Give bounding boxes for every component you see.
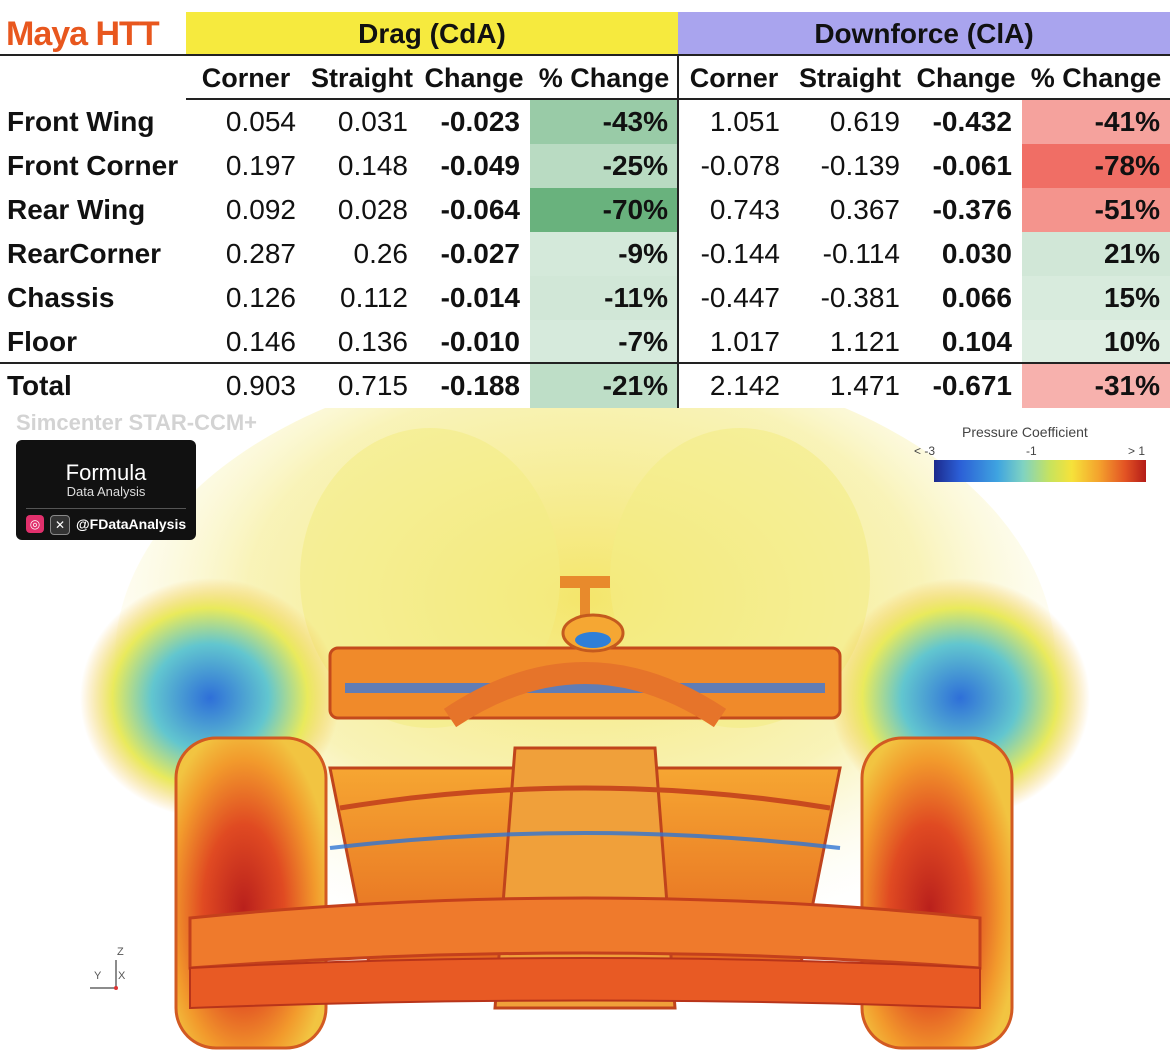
- row-label: Front Corner: [7, 150, 179, 181]
- col-drag-pct: % Change: [538, 62, 670, 93]
- drag-straight-cell: 0.715: [337, 370, 408, 401]
- downforce-pct-change-cell: -41%: [1022, 100, 1170, 144]
- legend-max: > 1: [1128, 444, 1146, 458]
- logo-subtitle: Data Analysis: [66, 484, 146, 499]
- downforce-change-cell: -0.061: [932, 150, 1012, 181]
- halo: [443, 662, 727, 728]
- downforce-straight-cell: 0.619: [829, 106, 900, 137]
- downforce-change-cell: 0.066: [941, 282, 1012, 313]
- downforce-pct-change-cell: -51%: [1022, 188, 1170, 232]
- downforce-corner-cell: -0.078: [700, 150, 780, 181]
- downforce-straight-cell: -0.139: [820, 150, 900, 181]
- downforce-group-header: Downforce (ClA): [678, 12, 1170, 56]
- brand-logo: Formula Data Analysis ◎ ✕ @FDataAnalysis: [16, 440, 196, 540]
- drag-corner-cell: 0.287: [225, 238, 296, 269]
- drag-corner-cell: 0.126: [225, 282, 296, 313]
- col-down-pct: % Change: [1030, 62, 1162, 93]
- col-drag-straight: Straight: [310, 62, 413, 93]
- row-label: RearCorner: [7, 238, 162, 269]
- drag-change-cell: -0.027: [440, 238, 520, 269]
- downforce-corner-cell: 0.743: [709, 194, 780, 225]
- instagram-icon: ◎: [26, 515, 44, 533]
- drag-pct-change-cell: -11%: [530, 276, 678, 320]
- drag-change-cell: -0.010: [440, 326, 520, 357]
- cfd-pressure-image: Simcenter STAR-CCM+ Formula Data Analysi…: [0, 408, 1170, 1054]
- drag-corner-cell: 0.903: [225, 370, 296, 401]
- downforce-straight-cell: 1.471: [829, 370, 900, 401]
- drag-corner-cell: 0.092: [225, 194, 296, 225]
- logo-divider: [26, 508, 186, 509]
- drag-pct-change-cell: -70%: [530, 188, 678, 232]
- drag-change-cell: -0.049: [440, 150, 520, 181]
- drag-change-cell: -0.014: [440, 282, 520, 313]
- header-divider: [0, 54, 1170, 56]
- axis-x: X: [118, 970, 126, 982]
- downforce-straight-cell: -0.381: [820, 282, 900, 313]
- drag-corner-cell: 0.197: [225, 150, 296, 181]
- brand-title: Maya HTT: [6, 14, 160, 53]
- social-handle: @FDataAnalysis: [76, 516, 187, 532]
- legend-min: < -3: [914, 444, 936, 458]
- downforce-pct-change-cell: -78%: [1022, 144, 1170, 188]
- row-label: Chassis: [7, 282, 115, 313]
- drag-group-header: Drag (CdA): [186, 12, 678, 56]
- downforce-corner-cell: -0.144: [700, 238, 780, 269]
- downforce-change-cell: 0.030: [941, 238, 1012, 269]
- drag-pct-change-cell: -7%: [530, 320, 678, 364]
- downforce-corner-cell: -0.447: [700, 282, 780, 313]
- drag-straight-cell: 0.26: [353, 238, 409, 269]
- axis-z: Z: [117, 946, 124, 958]
- row-label: Floor: [7, 326, 77, 357]
- drag-straight-cell: 0.148: [337, 150, 408, 181]
- drag-pct-change-cell: -21%: [530, 364, 678, 408]
- pressure-colorbar: [934, 460, 1146, 482]
- drag-pct-change-cell: -43%: [530, 100, 678, 144]
- downforce-corner-cell: 1.017: [709, 326, 780, 357]
- drag-change-cell: -0.023: [440, 106, 520, 137]
- downforce-pct-change-cell: 15%: [1022, 276, 1170, 320]
- group-divider: [677, 56, 679, 408]
- legend-title: Pressure Coefficient: [962, 424, 1088, 440]
- downforce-pct-change-cell: -31%: [1022, 364, 1170, 408]
- row-label: Front Wing: [7, 106, 155, 137]
- drag-straight-cell: 0.136: [337, 326, 408, 357]
- downforce-straight-cell: -0.114: [822, 238, 900, 269]
- downforce-change-cell: -0.671: [932, 370, 1012, 401]
- col-down-straight: Straight: [798, 62, 901, 93]
- drag-change-cell: -0.064: [440, 194, 520, 225]
- aero-table: Maya HTT Drag (CdA) Downforce (ClA) Corn…: [0, 12, 1170, 408]
- row-label: Rear Wing: [7, 194, 146, 225]
- drag-pct-change-cell: -9%: [530, 232, 678, 276]
- axis-triad: Z Y X: [86, 946, 136, 998]
- row-label: Total: [7, 370, 72, 401]
- drag-corner-cell: 0.146: [225, 326, 296, 357]
- downforce-change-cell: -0.432: [932, 106, 1012, 137]
- col-drag-change: Change: [424, 62, 524, 93]
- downforce-change-cell: -0.376: [932, 194, 1012, 225]
- axis-y: Y: [94, 970, 102, 982]
- drag-straight-cell: 0.112: [340, 282, 408, 313]
- col-down-change: Change: [916, 62, 1016, 93]
- col-drag-corner: Corner: [201, 62, 291, 93]
- total-divider: [0, 362, 1170, 364]
- car-pressure-render: [80, 408, 1090, 1050]
- downforce-straight-cell: 1.121: [829, 326, 900, 357]
- software-label: Simcenter STAR-CCM+: [16, 410, 258, 435]
- downforce-corner-cell: 2.142: [709, 370, 780, 401]
- drag-change-cell: -0.188: [440, 370, 520, 401]
- downforce-pct-change-cell: 10%: [1022, 320, 1170, 364]
- downforce-corner-cell: 1.051: [709, 106, 780, 137]
- downforce-pct-change-cell: 21%: [1022, 232, 1170, 276]
- drag-straight-cell: 0.028: [337, 194, 408, 225]
- downforce-change-cell: 0.104: [941, 326, 1012, 357]
- downforce-straight-cell: 0.367: [829, 194, 900, 225]
- legend-mid: -1: [1026, 444, 1037, 458]
- logo-title: Formula: [65, 460, 147, 485]
- col-down-corner: Corner: [689, 62, 779, 93]
- x-icon: ✕: [50, 515, 70, 535]
- drag-corner-cell: 0.054: [225, 106, 296, 137]
- drag-straight-cell: 0.031: [337, 106, 408, 137]
- drag-pct-change-cell: -25%: [530, 144, 678, 188]
